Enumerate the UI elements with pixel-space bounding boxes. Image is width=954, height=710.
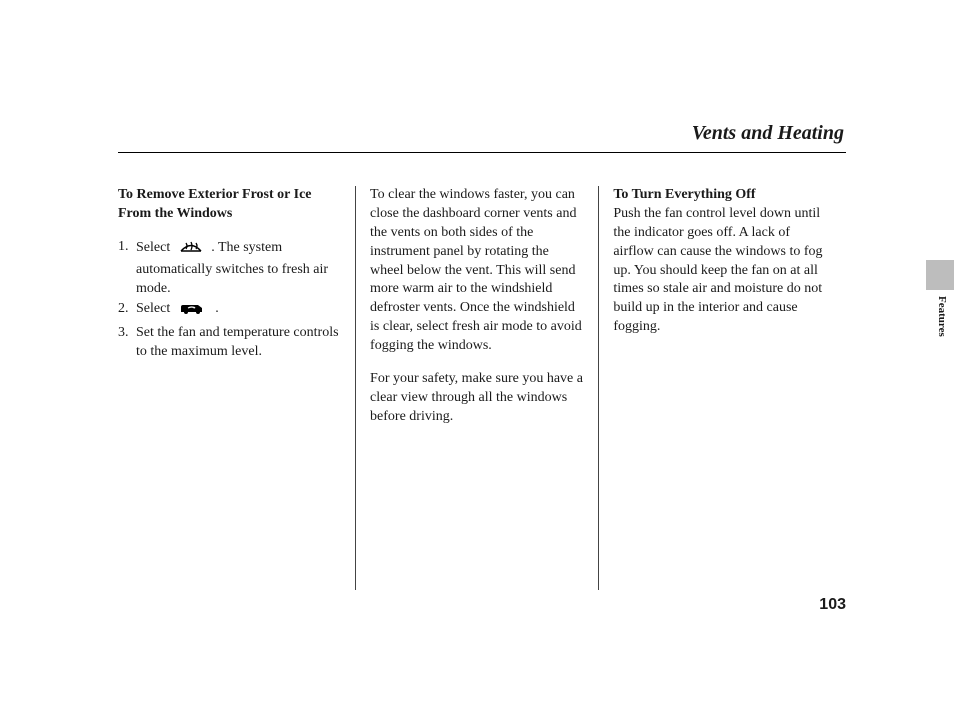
defrost-steps: 1. Select . The system a bbox=[118, 238, 341, 362]
col3-body: To Turn Everything Off Push the fan cont… bbox=[613, 186, 832, 337]
recirculate-icon bbox=[178, 301, 208, 322]
step1-text-a: Select bbox=[136, 240, 170, 255]
section-tab bbox=[926, 260, 954, 290]
step-text: Select . bbox=[136, 300, 341, 322]
step-text: Select . The system automatically switch… bbox=[136, 238, 341, 299]
col2-para-1: To clear the windows faster, you can clo… bbox=[370, 186, 584, 356]
col2-para-2: For your safety, make sure you have a cl… bbox=[370, 370, 584, 427]
defrost-icon bbox=[178, 238, 204, 261]
step-3: 3. Set the fan and temperature controls … bbox=[118, 324, 341, 362]
page-number: 103 bbox=[819, 596, 846, 614]
step-number: 2. bbox=[118, 300, 136, 322]
step2-text-a: Select bbox=[136, 301, 170, 316]
step-number: 3. bbox=[118, 324, 136, 362]
step-number: 1. bbox=[118, 238, 136, 299]
section-tab-label: Features bbox=[936, 296, 948, 337]
step-1: 1. Select . The system a bbox=[118, 238, 341, 299]
step2-text-b: . bbox=[215, 301, 219, 316]
column-2: To clear the windows faster, you can clo… bbox=[355, 186, 598, 590]
column-3: To Turn Everything Off Push the fan cont… bbox=[598, 186, 846, 590]
page-title: Vents and Heating bbox=[692, 122, 844, 145]
header-rule bbox=[118, 152, 846, 153]
content-columns: To Remove Exterior Frost or Ice From the… bbox=[118, 186, 846, 590]
column-1: To Remove Exterior Frost or Ice From the… bbox=[118, 186, 355, 590]
col3-para-1: Push the fan control level down until th… bbox=[613, 206, 822, 334]
col3-subhead: To Turn Everything Off bbox=[613, 187, 755, 202]
step3-text: Set the fan and temperature controls to … bbox=[136, 324, 341, 362]
step-2: 2. Select . bbox=[118, 300, 341, 322]
col1-subhead: To Remove Exterior Frost or Ice From the… bbox=[118, 186, 341, 224]
manual-page: Vents and Heating Features To Remove Ext… bbox=[0, 0, 954, 710]
